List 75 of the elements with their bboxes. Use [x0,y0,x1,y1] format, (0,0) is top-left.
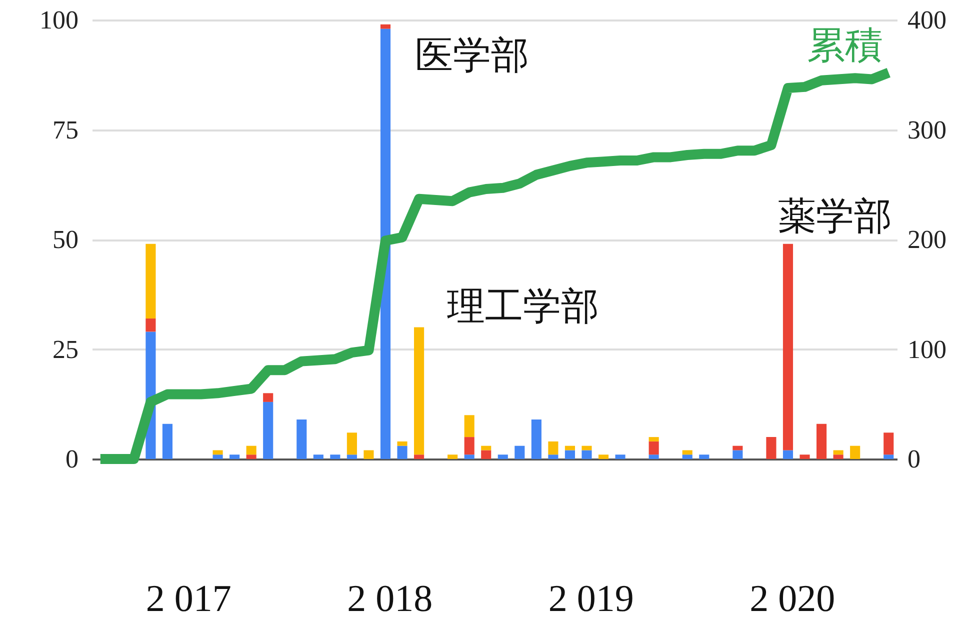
bar [212,454,223,459]
y-tick-label: 75 [52,115,78,144]
bar [246,446,256,455]
bar [498,454,508,459]
series-label: 累積 [807,25,883,67]
bar [146,318,156,332]
bar [682,454,692,459]
bar [800,454,810,459]
bar [598,454,609,459]
text: 2 018 [347,578,433,617]
y2-tick-label: 200 [908,225,946,254]
bar [548,454,558,459]
bar [230,454,240,459]
y-tick-label: 25 [52,334,78,364]
y2-tick-label: 0 [908,444,920,474]
bar [682,450,692,455]
bar [548,441,558,455]
bar [448,454,458,459]
bar [582,450,592,459]
bar [648,441,659,455]
bar [833,454,844,459]
bar [481,450,492,459]
y2-tick-label: 400 [908,6,946,34]
bar [464,415,474,438]
bar [346,454,357,459]
bar [582,446,592,450]
y2-tick-label: 300 [908,115,946,144]
bar [263,393,274,402]
bar [397,441,408,446]
bar [564,446,575,450]
annotation: 薬学部 [778,196,892,238]
bar [296,419,307,459]
y-tick-label: 100 [40,6,78,34]
bar [884,454,894,459]
bar [346,432,357,455]
bar [564,450,575,459]
text: 2 020 [750,578,836,617]
bar [313,454,324,459]
bar [414,327,424,455]
bar [464,437,474,455]
text: 2 019 [548,578,634,617]
bar [615,454,626,459]
annotation: 医学部 [415,35,529,77]
annotation: 理工学部 [447,286,599,328]
bar [162,424,172,459]
y-tick-label: 0 [66,444,78,474]
bar [648,437,659,442]
bar [146,244,156,319]
y2-tick-label: 100 [908,334,946,364]
bar [732,446,743,450]
bar [833,450,844,455]
bar [699,454,710,459]
bar [816,424,827,459]
bar [884,432,894,455]
text: 2 017 [146,578,232,617]
bar [263,402,274,459]
bar [397,446,408,459]
bar [514,446,525,459]
bar [380,24,391,29]
bar [212,450,223,455]
bar [766,437,776,459]
y-tick-label: 50 [52,225,78,254]
bar [850,446,860,459]
bar [481,446,492,450]
bar [380,28,391,459]
bar [782,450,794,459]
bar [732,450,743,459]
bar [782,244,794,450]
bar [531,419,542,459]
bar [464,454,474,459]
bar [246,454,256,459]
bar [364,450,374,459]
bar [648,454,659,459]
bar [330,454,340,459]
bar [414,454,424,459]
